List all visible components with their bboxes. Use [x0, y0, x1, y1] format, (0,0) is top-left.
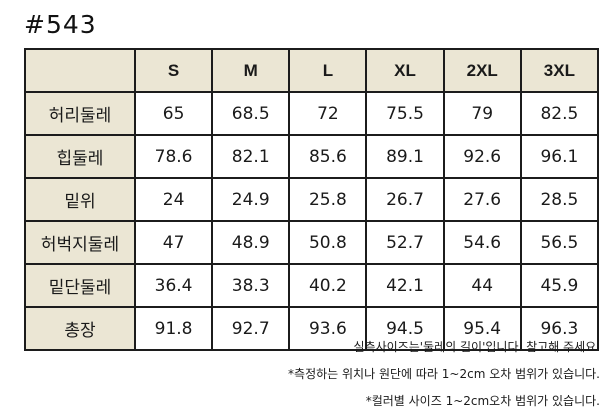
table-cell: 65: [133, 91, 214, 136]
header-size-2xl: 2XL: [442, 48, 522, 93]
table-row: 힙둘레 78.6 82.1 85.6 89.1 92.6 96.1: [24, 134, 600, 179]
table-row: 밑단둘레 36.4 38.3 40.2 42.1 44 45.9: [24, 263, 600, 308]
table-cell: 78.6: [133, 134, 214, 179]
table-cell: 45.9: [519, 263, 600, 308]
table-row: 허리둘레 65 68.5 72 75.5 79 82.5: [24, 91, 600, 136]
row-label-hip: 힙둘레: [24, 134, 136, 179]
row-label-hem: 밑단둘레: [24, 263, 136, 308]
table-cell: 47: [133, 220, 214, 265]
header-corner-cell: [24, 48, 136, 93]
row-label-waist: 허리둘레: [24, 91, 136, 136]
header-size-l: L: [288, 48, 368, 93]
table-row: 밑위 24 24.9 25.8 26.7 27.6 28.5: [24, 177, 600, 222]
note-line: 실측사이즈는'둘레의 길이'입니다. 참고해 주세요.: [353, 340, 600, 354]
table-cell: 94.5: [365, 306, 445, 351]
table-cell: 42.1: [365, 263, 445, 308]
table-cell: 95.4: [442, 306, 522, 351]
table-cell: 44: [442, 263, 522, 308]
table-cell: 24: [133, 177, 214, 222]
table-row: 허벅지둘레 47 48.9 50.8 52.7 54.6 56.5: [24, 220, 600, 265]
table-cell: 75.5: [365, 91, 445, 136]
product-code: #543: [24, 10, 97, 39]
table-cell: 92.7: [211, 306, 291, 351]
table-cell: 27.6: [442, 177, 522, 222]
table-header-row: S M L XL 2XL 3XL: [24, 48, 600, 93]
row-label-rise: 밑위: [24, 177, 136, 222]
table-cell: 24.9: [211, 177, 291, 222]
table-cell: 82.1: [211, 134, 291, 179]
table-cell: 72: [288, 91, 368, 136]
table-cell: 91.8: [133, 306, 214, 351]
table-cell: 92.6: [442, 134, 522, 179]
table-cell: 79: [442, 91, 522, 136]
table-cell: 96.3: [519, 306, 600, 351]
table-cell: 96.1: [519, 134, 600, 179]
table-cell: 40.2: [288, 263, 368, 308]
header-size-xl: XL: [365, 48, 445, 93]
note-line: *측정하는 위치나 원단에 따라 1~2cm 오차 범위가 있습니다.: [288, 367, 600, 381]
table-cell: 26.7: [365, 177, 445, 222]
table-cell: 68.5: [211, 91, 291, 136]
table-cell: 25.8: [288, 177, 368, 222]
table-cell: 38.3: [211, 263, 291, 308]
table-cell: 36.4: [133, 263, 214, 308]
table-cell: 28.5: [519, 177, 600, 222]
measurement-notes: 실측사이즈는'둘레의 길이'입니다. 참고해 주세요. *측정하는 위치나 원단…: [288, 334, 600, 415]
table-cell: 50.8: [288, 220, 368, 265]
header-size-s: S: [133, 48, 214, 93]
table-cell: 89.1: [365, 134, 445, 179]
table-cell: 82.5: [519, 91, 600, 136]
row-label-thigh: 허벅지둘레: [24, 220, 136, 265]
table-cell: 52.7: [365, 220, 445, 265]
header-size-m: M: [211, 48, 291, 93]
table-cell: 93.6: [288, 306, 368, 351]
note-line: *컬러별 사이즈 1~2cm오차 범위가 있습니다.: [365, 394, 600, 408]
row-label-total-length: 총장: [24, 306, 136, 351]
table-row: 총장 91.8 92.7 93.6 94.5 95.4 96.3: [24, 306, 600, 351]
table-cell: 48.9: [211, 220, 291, 265]
table-cell: 85.6: [288, 134, 368, 179]
header-size-3xl: 3XL: [519, 48, 600, 93]
table-cell: 56.5: [519, 220, 600, 265]
size-chart-table: S M L XL 2XL 3XL 허리둘레 65 68.5 72 75.5 79…: [24, 48, 600, 351]
table-cell: 54.6: [442, 220, 522, 265]
